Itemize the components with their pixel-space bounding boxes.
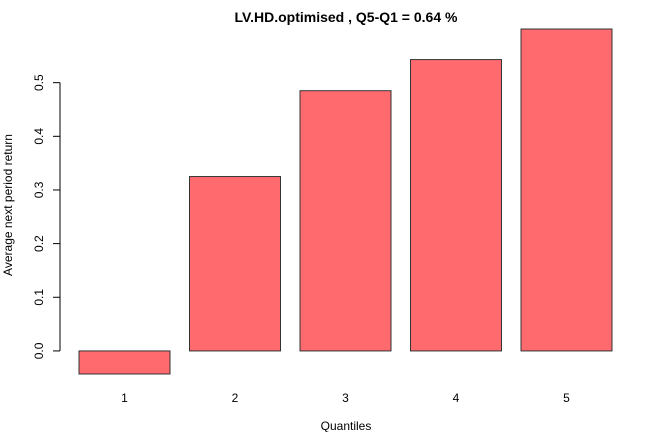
x-tick-label: 3: [342, 391, 349, 405]
bars: [78, 28, 613, 375]
x-tick-label: 2: [232, 391, 239, 405]
y-axis: 0.0 0.1 0.2 0.3 0.4 0.5: [32, 74, 61, 359]
chart-title: LV.HD.optimised , Q5-Q1 = 0.64 %: [235, 9, 458, 25]
y-tick-label: 0.4: [32, 128, 46, 145]
y-tick-label: 0.0: [32, 342, 46, 359]
bar-3: [299, 90, 392, 352]
x-tick-label: 1: [121, 391, 128, 405]
x-tick-label: 4: [453, 391, 460, 405]
x-axis-label: Quantiles: [321, 419, 372, 432]
y-axis-label: Average next period return: [1, 134, 15, 276]
y-tick-label: 0.5: [32, 74, 46, 91]
y-tick-label: 0.3: [32, 181, 46, 198]
x-tick-labels: 1 2 3 4 5: [121, 391, 570, 405]
bar-1: [78, 350, 171, 375]
bar-2: [189, 176, 281, 352]
y-tick-label: 0.1: [32, 289, 46, 306]
y-tick-label: 0.2: [32, 235, 46, 252]
x-tick-label: 5: [563, 391, 570, 405]
bar-4: [410, 59, 502, 352]
bar-5: [520, 28, 613, 352]
